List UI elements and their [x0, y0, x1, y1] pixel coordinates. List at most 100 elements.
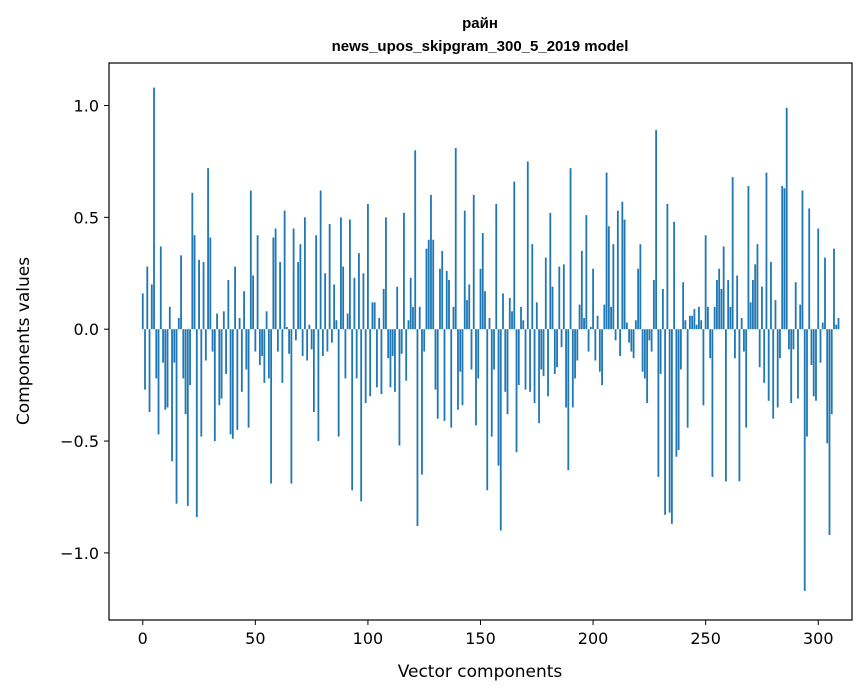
bar	[765, 172, 768, 330]
bar	[625, 322, 628, 330]
bar	[544, 257, 547, 330]
bar	[191, 192, 194, 330]
bar	[414, 150, 417, 330]
bar	[472, 194, 475, 330]
bar	[646, 329, 649, 404]
bar	[479, 268, 482, 330]
bar	[454, 148, 457, 330]
bar	[605, 172, 608, 330]
bar	[790, 329, 793, 404]
bar	[736, 275, 739, 330]
bar	[405, 329, 408, 381]
chart-subtitle: news_upos_skipgram_300_5_2019 model	[332, 38, 629, 55]
bar	[648, 329, 651, 341]
bar	[340, 217, 342, 330]
bar	[797, 329, 799, 399]
bar	[486, 329, 489, 491]
bar	[290, 329, 293, 484]
x-tick-label: 300	[803, 629, 834, 648]
bar	[229, 329, 232, 435]
bar	[729, 306, 732, 330]
bar	[515, 329, 518, 453]
bar	[743, 329, 745, 352]
bar	[371, 302, 374, 330]
x-tick-label: 200	[578, 629, 609, 648]
bar	[346, 313, 349, 330]
x-tick-label: 150	[465, 629, 496, 648]
bar	[767, 329, 770, 401]
bar	[695, 324, 698, 330]
bar	[234, 266, 236, 330]
bar	[220, 329, 223, 399]
x-tick-label: 250	[690, 629, 721, 648]
bar	[749, 302, 752, 330]
bar	[204, 329, 207, 361]
bar	[159, 246, 162, 330]
bar	[252, 275, 254, 330]
bar	[792, 329, 795, 350]
bar	[641, 329, 644, 372]
bar	[630, 329, 633, 352]
bar	[684, 320, 687, 330]
bar	[173, 329, 176, 363]
bar	[830, 329, 833, 415]
bar	[369, 329, 372, 397]
bar	[779, 329, 781, 359]
bar	[587, 329, 590, 352]
bar	[547, 329, 549, 397]
bar	[698, 306, 700, 330]
bar	[799, 304, 802, 330]
bar	[175, 329, 178, 504]
bar	[540, 329, 543, 370]
bar	[195, 329, 198, 518]
bar	[691, 315, 694, 330]
bar	[734, 329, 736, 359]
bar	[682, 282, 685, 330]
y-tick-label: −1.0	[60, 544, 99, 563]
bar	[578, 304, 581, 330]
bar	[585, 215, 588, 330]
bar	[162, 329, 164, 363]
bar	[171, 329, 173, 462]
bar	[292, 228, 295, 330]
bar	[328, 224, 331, 330]
bar	[776, 329, 779, 408]
bar	[434, 329, 437, 390]
bar	[236, 329, 239, 430]
bar	[409, 277, 412, 330]
x-axis-label: Vector components	[398, 662, 563, 682]
bar	[571, 329, 574, 408]
bar	[407, 320, 410, 330]
bar	[693, 309, 696, 330]
bar	[310, 329, 313, 350]
bar	[637, 268, 640, 330]
bar	[344, 329, 347, 379]
bar	[752, 279, 754, 330]
bar	[524, 329, 527, 390]
y-tick-label: 0.0	[74, 320, 99, 339]
bar	[382, 288, 385, 330]
bar	[562, 264, 565, 330]
bar	[502, 293, 504, 330]
bar	[567, 329, 570, 471]
bar	[418, 306, 421, 330]
bar	[650, 329, 653, 352]
bar	[198, 259, 200, 330]
bar	[193, 235, 196, 330]
bar	[448, 279, 450, 330]
bar	[542, 329, 545, 377]
bar	[493, 329, 495, 370]
bar	[659, 329, 662, 374]
bar	[783, 188, 786, 330]
bar	[826, 329, 829, 444]
bar	[511, 311, 513, 330]
bar	[202, 262, 205, 330]
bar	[425, 248, 428, 330]
bar	[488, 318, 491, 330]
bar	[711, 329, 714, 477]
bar	[704, 235, 707, 330]
chart-title: райн	[462, 15, 498, 32]
bar	[225, 329, 227, 374]
bar	[213, 329, 216, 442]
bar	[452, 306, 455, 330]
